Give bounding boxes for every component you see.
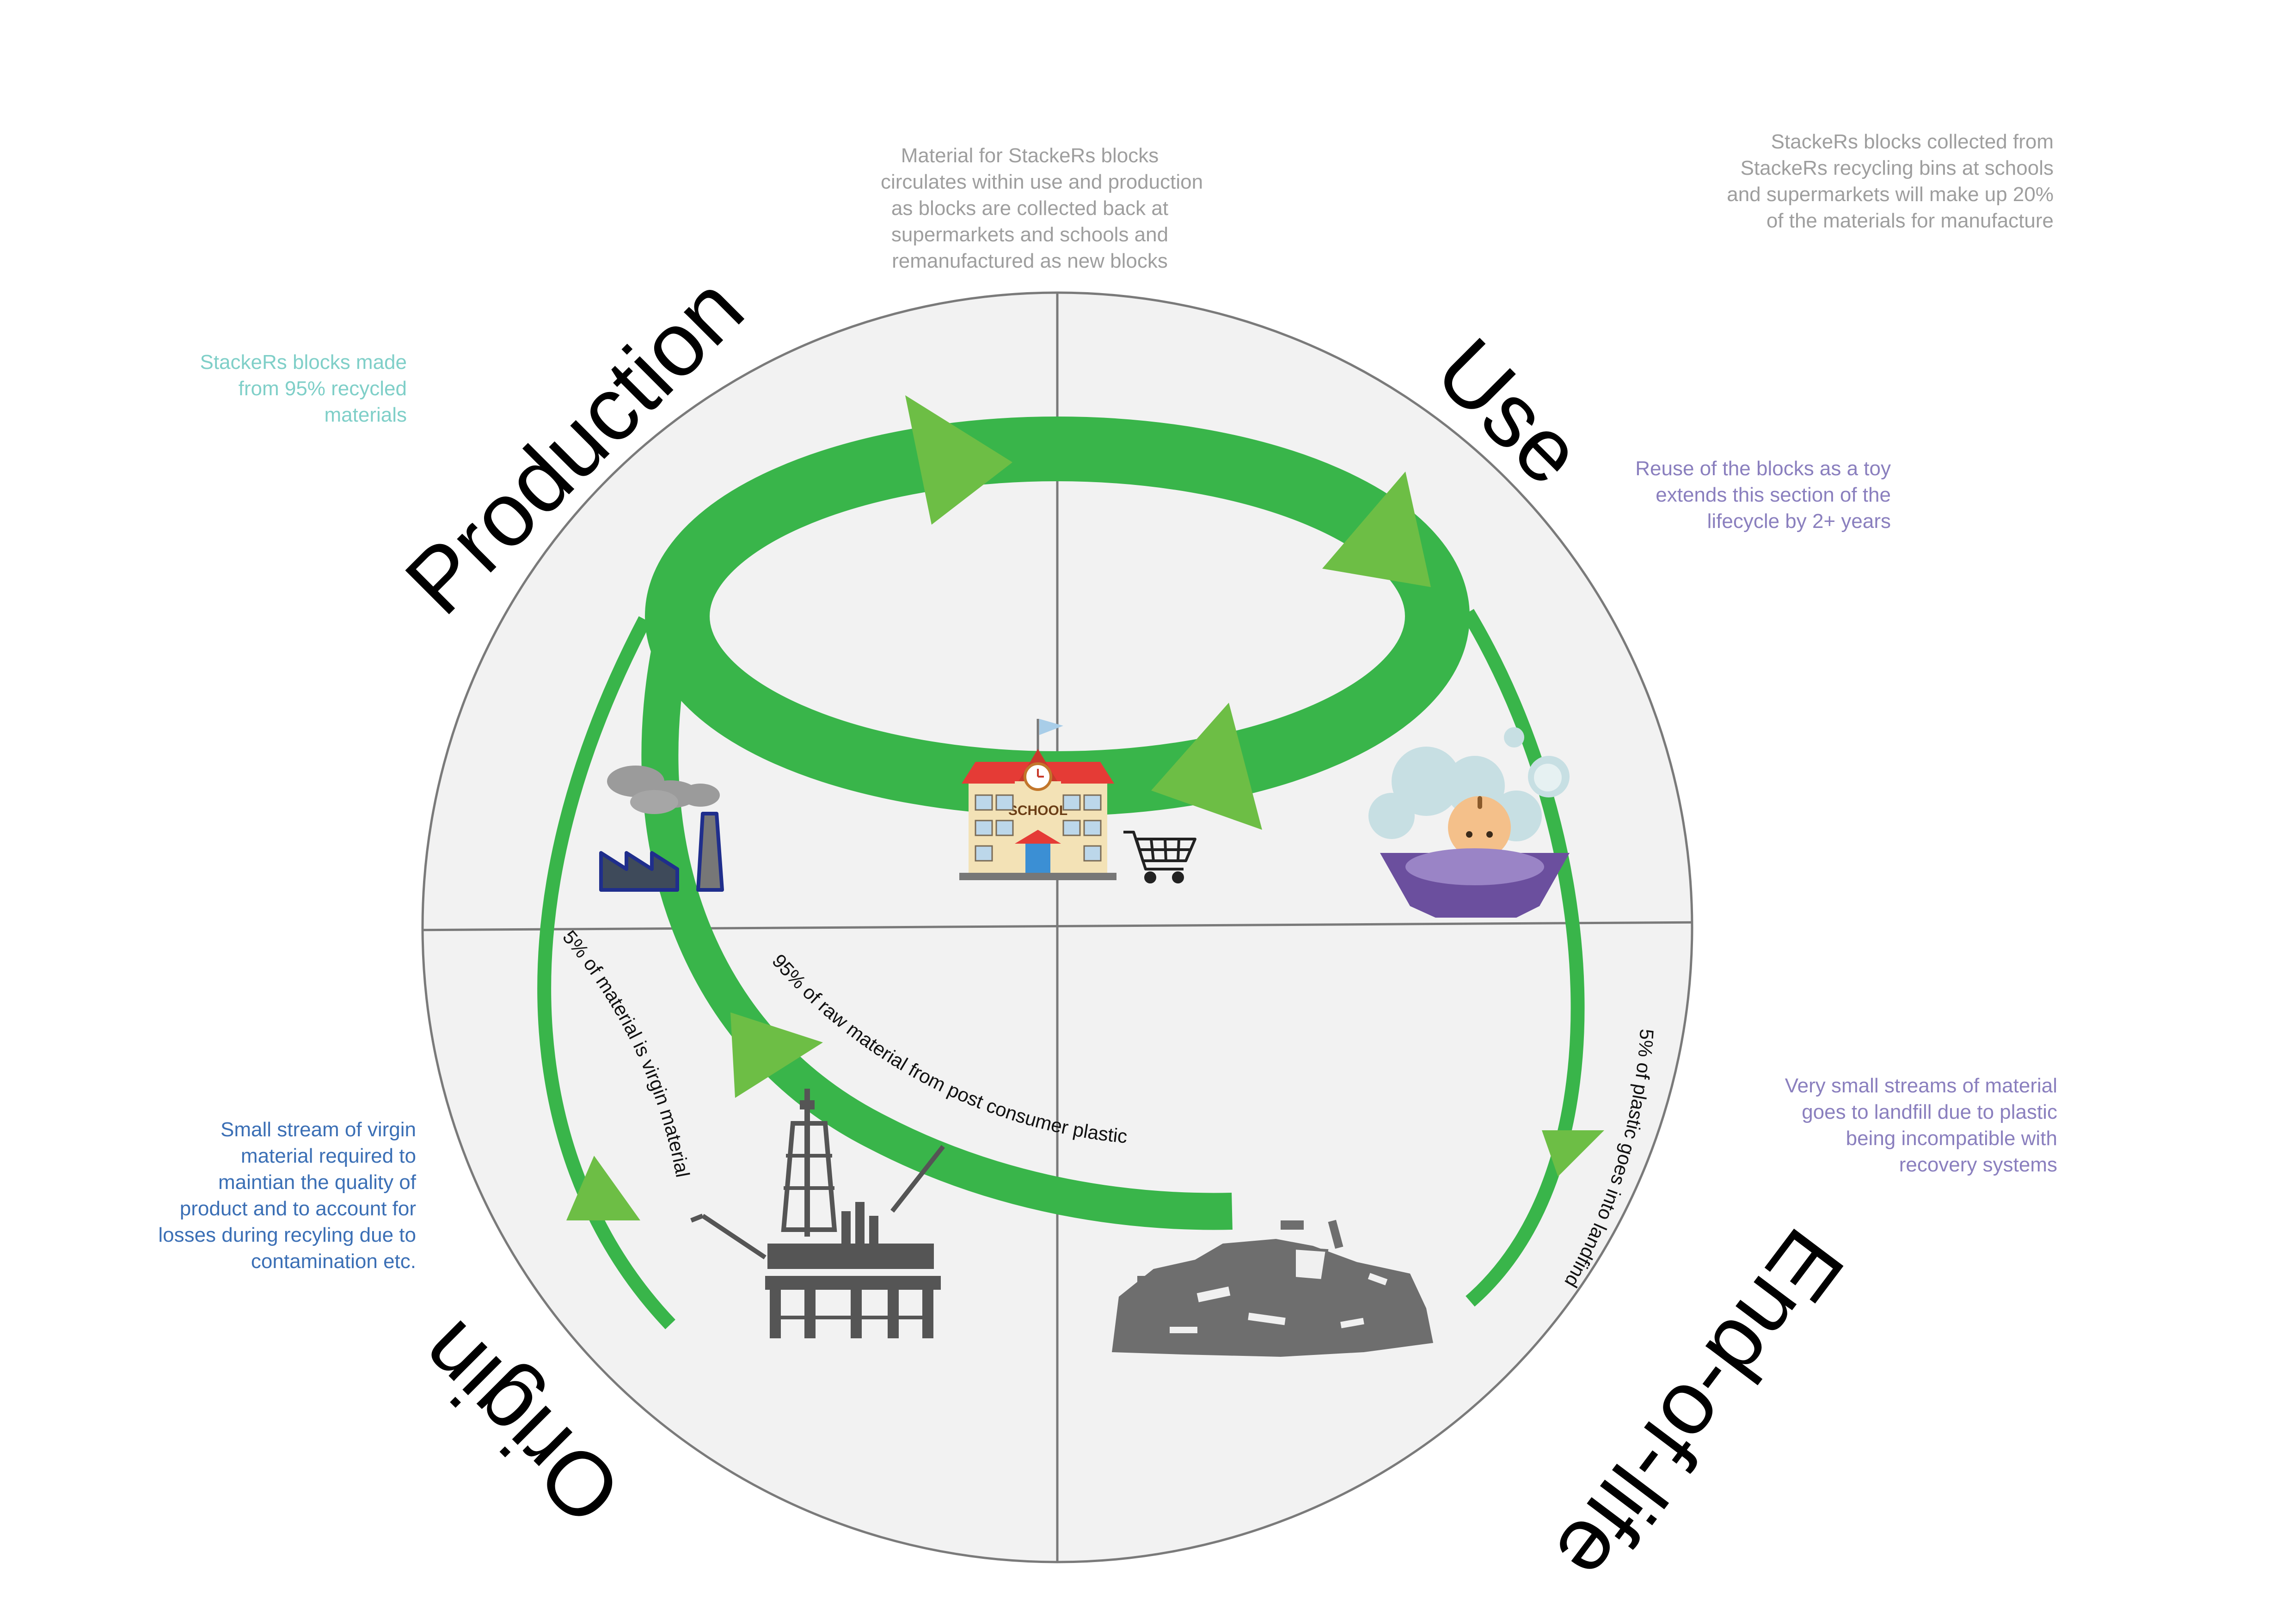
note-origin-line-6: contamination etc. xyxy=(251,1250,416,1273)
note-production-line-1: StackeRs blocks made xyxy=(200,351,407,374)
school-sign-text: SCHOOL xyxy=(1008,803,1067,818)
factory-icon xyxy=(599,766,724,892)
note-end-of-life-line-4: recovery systems xyxy=(1899,1153,2057,1176)
shopping-cart-icon xyxy=(1123,831,1196,883)
note-end-of-life-line-3: being incompatible with xyxy=(1846,1127,2057,1150)
note-use: Reuse of the blocks as a toy extends thi… xyxy=(1635,455,1891,534)
note-origin: Small stream of virgin material required… xyxy=(158,1116,416,1275)
note-production-line-2: from 95% recycled xyxy=(238,377,407,400)
note-circular-line-1: Material for StackeRs blocks xyxy=(901,144,1159,167)
note-circular-material: Material for StackeRs blocks circulates … xyxy=(881,142,1203,274)
virgin-stream xyxy=(537,616,675,1330)
note-collection-bins: StackeRs blocks collected from StackeRs … xyxy=(1727,129,2054,234)
note-use-line-3: lifecycle by 2+ years xyxy=(1707,510,1891,533)
note-origin-line-1: Small stream of virgin xyxy=(220,1118,416,1141)
quadrant-divider-horizontal xyxy=(423,921,1692,932)
school-icon: SCHOOL xyxy=(959,719,1116,880)
note-origin-line-4: product and to account for xyxy=(179,1197,416,1220)
oil-rig-icon xyxy=(690,1089,945,1338)
note-origin-line-5: losses during recyling due to xyxy=(158,1224,416,1246)
note-collection-line-4: of the materials for manufacture xyxy=(1766,209,2054,232)
note-use-line-1: Reuse of the blocks as a toy xyxy=(1635,457,1891,480)
note-production: StackeRs blocks made from 95% recycled m… xyxy=(200,349,407,428)
note-collection-line-3: and supermarkets will make up 20% xyxy=(1727,183,2054,206)
note-collection-line-1: StackeRs blocks collected from xyxy=(1771,130,2054,153)
note-circular-line-3: as blocks are collected back at xyxy=(891,197,1169,220)
note-production-line-3: materials xyxy=(324,404,407,426)
note-end-of-life: Very small streams of material goes to l… xyxy=(1785,1072,2057,1178)
arrowhead-use-right xyxy=(1322,472,1431,587)
note-collection-line-2: StackeRs recycling bins at schools xyxy=(1740,157,2054,179)
arrowhead-virgin-up xyxy=(566,1156,640,1220)
note-end-of-life-line-1: Very small streams of material xyxy=(1785,1074,2057,1097)
note-origin-line-3: maintian the quality of xyxy=(218,1171,416,1194)
landfill-stream xyxy=(1462,609,1585,1307)
landfill-icon xyxy=(1112,1220,1433,1357)
baby-bath-icon xyxy=(1368,727,1570,918)
note-use-line-2: extends this section of the xyxy=(1656,484,1891,506)
note-circular-line-4: supermarkets and schools and xyxy=(891,223,1169,246)
arrowhead-recycled-up xyxy=(730,1012,823,1098)
note-origin-line-2: material required to xyxy=(240,1145,416,1167)
arrowhead-landfill-down xyxy=(1542,1130,1604,1177)
arrowhead-school-return xyxy=(1151,703,1262,830)
note-circular-line-2: circulates within use and production xyxy=(881,171,1203,193)
note-circular-line-5: remanufactured as new blocks xyxy=(892,250,1168,272)
arrowhead-production-top xyxy=(905,395,1012,525)
note-end-of-life-line-2: goes to landfill due to plastic xyxy=(1802,1101,2057,1123)
